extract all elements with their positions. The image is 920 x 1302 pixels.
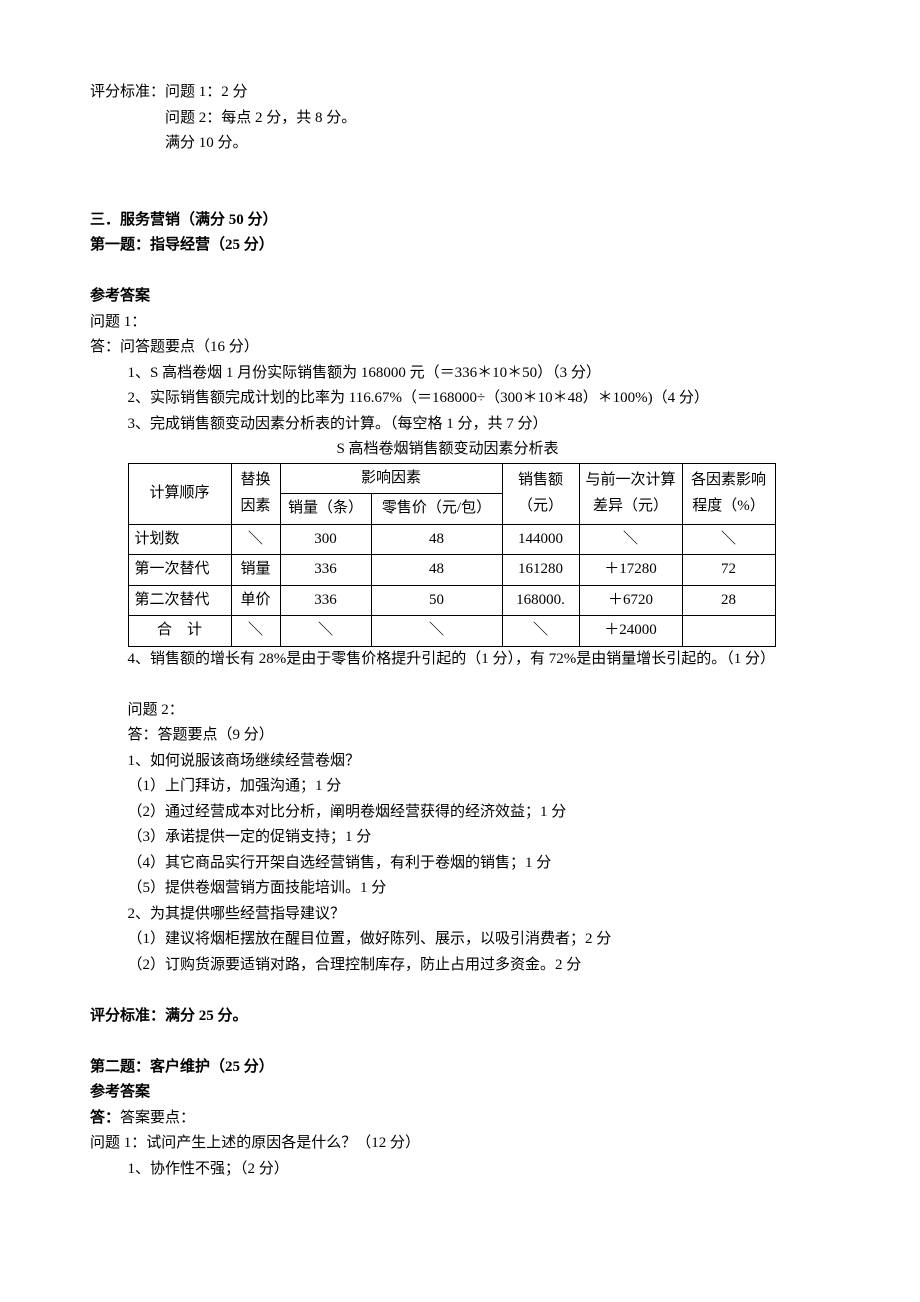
col-volume: 销量（条）: [280, 494, 371, 525]
q1-point-3: 3、完成销售额变动因素分析表的计算。（每空格 1 分，共 7 分）: [90, 412, 830, 438]
q2-sub1: 1、如何说服该商场继续经营卷烟？: [90, 749, 830, 775]
cell: ＋6720: [579, 585, 682, 616]
cell: ＼: [280, 616, 371, 647]
cell: 第一次替代: [128, 555, 231, 586]
q2-sub1-2: （2）通过经营成本对比分析，阐明卷烟经营获得的经济效益；1 分: [90, 800, 830, 826]
cell: ＼: [371, 616, 502, 647]
col-diff: 与前一次计算差异（元）: [579, 463, 682, 524]
cell: ＋17280: [579, 555, 682, 586]
cell: ＼: [231, 616, 280, 647]
q2-sub2-2: （2）订购货源要适销对路，合理控制库存，防止占用过多资金。2 分: [90, 953, 830, 979]
cell: 48: [371, 555, 502, 586]
answer-label-2: 答：答案要点：: [90, 1106, 830, 1132]
cell: 72: [682, 555, 775, 586]
cell: 48: [371, 524, 502, 555]
cell: 28: [682, 585, 775, 616]
q1-point-4: 4、销售额的增长有 28%是由于零售价格提升引起的（1 分），有 72%是由销量…: [90, 647, 830, 673]
q2b-q1-point-1: 1、协作性不强；（2 分）: [90, 1157, 830, 1183]
cell: ＼: [579, 524, 682, 555]
cell: 144000: [502, 524, 579, 555]
q2-answer-label: 答：答题要点（9 分）: [90, 723, 830, 749]
q2-label: 问题 2：: [90, 698, 830, 724]
q1-label: 问题 1：: [90, 310, 830, 336]
cell: 336: [280, 555, 371, 586]
answer-prefix: 答：: [90, 1110, 120, 1126]
q2-sub2: 2、为其提供哪些经营指导建议？: [90, 902, 830, 928]
reference-answer-label-2: 参考答案: [90, 1080, 830, 1106]
table-row: 合 计 ＼ ＼ ＼ ＼ ＋24000: [128, 616, 775, 647]
table-row: 计划数 ＼ 300 48 144000 ＼ ＼: [128, 524, 775, 555]
q2-sub2-1: （1）建议将烟柜摆放在醒目位置，做好陈列、展示，以吸引消费者；2 分: [90, 927, 830, 953]
q1-point-2: 2、实际销售额完成计划的比率为 116.67%（＝168000÷（300＊10＊…: [90, 386, 830, 412]
cell: ＋24000: [579, 616, 682, 647]
cell: 336: [280, 585, 371, 616]
col-price: 零售价（元/包）: [371, 494, 502, 525]
q1-answer-label: 答：问答题要点（16 分）: [90, 335, 830, 361]
q2-sub1-4: （4）其它商品实行开架自选经营销售，有利于卷烟的销售；1 分: [90, 851, 830, 877]
grading-line-1: 评分标准：问题 1：2 分: [90, 80, 830, 106]
cell: ＼: [231, 524, 280, 555]
question-1-title: 第一题：指导经营（25 分）: [90, 233, 830, 259]
grading-line-2: 问题 2：每点 2 分，共 8 分。: [90, 106, 830, 132]
q1-point-1: 1、S 高档卷烟 1 月份实际销售额为 168000 元（＝336＊10＊50）…: [90, 361, 830, 387]
q2-sub1-3: （3）承诺提供一定的促销支持；1 分: [90, 825, 830, 851]
q2-sub1-1: （1）上门拜访，加强沟通；1 分: [90, 774, 830, 800]
answer-points-label: 答案要点：: [120, 1110, 195, 1126]
col-order: 计算顺序: [128, 463, 231, 524]
table-row: 第一次替代 销量 336 48 161280 ＋17280 72: [128, 555, 775, 586]
cell: 50: [371, 585, 502, 616]
col-influence: 影响因素: [280, 463, 502, 494]
col-factor: 替换因素: [231, 463, 280, 524]
section-3-title: 三．服务营销（满分 50 分）: [90, 208, 830, 234]
grading-q1: 评分标准：满分 25 分。: [90, 1004, 830, 1030]
table-caption: S 高档卷烟销售额变动因素分析表: [128, 437, 768, 463]
cell: 161280: [502, 555, 579, 586]
cell: 168000.: [502, 585, 579, 616]
cell: 300: [280, 524, 371, 555]
grading-line-3: 满分 10 分。: [90, 131, 830, 157]
cell: 合 计: [128, 616, 231, 647]
cell: [682, 616, 775, 647]
cell: 计划数: [128, 524, 231, 555]
cell: ＼: [682, 524, 775, 555]
col-pct: 各因素影响程度（%）: [682, 463, 775, 524]
cell: ＼: [502, 616, 579, 647]
q2b-question-1: 问题 1：试问产生上述的原因各是什么？（12 分）: [90, 1131, 830, 1157]
q2-sub1-5: （5）提供卷烟营销方面技能培训。1 分: [90, 876, 830, 902]
cell: 第二次替代: [128, 585, 231, 616]
cell: 单价: [231, 585, 280, 616]
cell: 销量: [231, 555, 280, 586]
table-header-row: 计算顺序 替换因素 影响因素 销售额（元） 与前一次计算差异（元） 各因素影响程…: [128, 463, 775, 494]
col-sales: 销售额（元）: [502, 463, 579, 524]
analysis-table: 计算顺序 替换因素 影响因素 销售额（元） 与前一次计算差异（元） 各因素影响程…: [128, 463, 776, 647]
reference-answer-label: 参考答案: [90, 284, 830, 310]
table-row: 第二次替代 单价 336 50 168000. ＋6720 28: [128, 585, 775, 616]
question-2-title: 第二题：客户维护（25 分）: [90, 1055, 830, 1081]
